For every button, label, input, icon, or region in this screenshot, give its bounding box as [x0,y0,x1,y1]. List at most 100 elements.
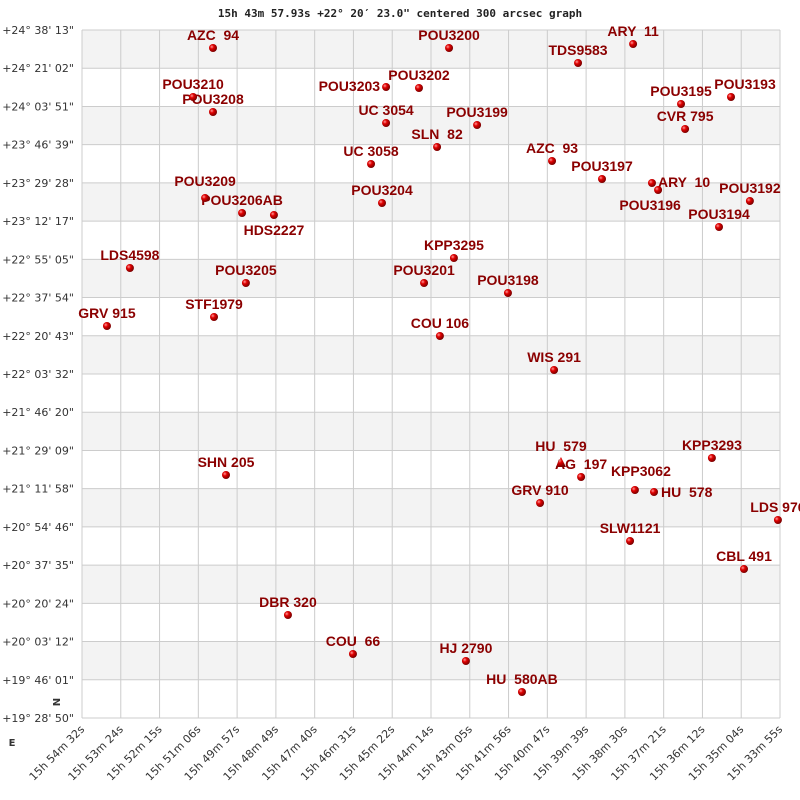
star-label: HJ 2790 [439,640,492,656]
star-label: AZC 94 [187,27,239,43]
star-marker[interactable] [222,470,231,479]
star-marker[interactable] [238,209,247,218]
star-label: HDS2227 [244,222,305,238]
star-marker[interactable] [367,160,376,169]
y-tick-label: +22° 20' 43" [2,330,74,343]
star-marker[interactable] [626,536,635,545]
star-label: HU 579 [535,438,587,454]
star-marker[interactable] [577,472,586,481]
star-marker[interactable] [210,312,219,321]
star-label: POU3206AB [201,192,283,208]
star-label: POU3204 [351,182,413,198]
star-marker[interactable] [681,125,690,134]
star-marker[interactable] [715,222,724,231]
star-label: ARY 10 [658,174,710,190]
star-marker[interactable] [209,107,218,116]
star-marker[interactable] [445,44,454,53]
star-marker[interactable] [574,59,583,68]
star-label: POU3200 [418,27,480,43]
y-tick-label: +20° 03' 12" [2,636,74,649]
star-label: WIS 291 [527,349,581,365]
north-mark: N [52,698,63,706]
y-tick-label: +23° 29' 28" [2,177,74,190]
star-label: SLN 82 [411,126,463,142]
star-label: SHN 205 [198,454,255,470]
star-marker[interactable] [125,263,134,272]
star-marker[interactable] [630,485,639,494]
star-marker[interactable] [650,487,659,496]
star-marker[interactable] [727,92,736,101]
star-label: POU3209 [174,173,236,189]
star-marker[interactable] [550,366,559,375]
star-label: GRV 915 [78,305,136,321]
star-marker[interactable] [382,119,391,128]
star-marker[interactable] [536,498,545,507]
star-marker-triangle[interactable] [555,456,566,467]
star-marker[interactable] [283,610,292,619]
star-marker[interactable] [548,157,557,166]
star-marker[interactable] [102,321,111,330]
y-tick-label: +22° 37' 54" [2,292,74,305]
star-label: COU 66 [326,633,381,649]
star-marker[interactable] [414,84,423,93]
y-tick-label: +21° 29' 09" [2,444,74,457]
y-tick-label: +20° 54' 46" [2,521,74,534]
y-tick-label: +22° 55' 05" [2,253,74,266]
star-marker[interactable] [435,331,444,340]
y-tick-label: +20° 20' 24" [2,597,74,610]
star-marker[interactable] [348,649,357,658]
star-label: AZC 93 [526,140,578,156]
star-marker[interactable] [598,175,607,184]
y-tick-label: +19° 46' 01" [2,674,74,687]
star-marker[interactable] [420,278,429,287]
star-marker[interactable] [269,211,278,220]
star-marker[interactable] [241,278,250,287]
star-label: POU3199 [446,104,508,120]
star-label: LDS 976 [750,499,800,515]
star-marker[interactable] [209,44,218,53]
east-mark: E [9,738,16,749]
star-marker[interactable] [382,83,391,92]
grid-lines [81,29,781,719]
star-marker[interactable] [745,197,754,206]
y-axis-ticks: +24° 38' 13" +24° 21' 02" +24° 03' 51" +23°… [2,24,74,725]
star-label: TDS9583 [548,42,607,58]
star-label: UC 3054 [358,102,413,118]
y-tick-label: +21° 11' 58" [2,483,74,496]
star-marker[interactable] [517,687,526,696]
star-marker[interactable] [654,185,663,194]
star-label: POU3197 [571,158,633,174]
y-tick-label: +20° 37' 35" [2,559,74,572]
y-tick-label: +24° 21' 02" [2,62,74,75]
star-marker[interactable] [647,179,656,188]
star-marker[interactable] [740,564,749,573]
star-marker[interactable] [378,199,387,208]
chart-title: 15h 43m 57.93s +22° 20′ 23.0" centered 3… [218,7,582,20]
star-label: KPP3295 [424,237,484,253]
star-label: POU3192 [719,180,781,196]
star-marker[interactable] [773,515,782,524]
star-marker[interactable] [461,656,470,665]
star-label: POU3205 [215,262,277,278]
star-marker[interactable] [677,100,686,109]
star-marker[interactable] [629,40,638,49]
star-marker[interactable] [449,254,458,263]
star-marker[interactable] [189,92,198,101]
star-marker[interactable] [707,453,716,462]
star-marker[interactable] [473,121,482,130]
star-marker[interactable] [503,289,512,298]
star-marker[interactable] [201,194,210,203]
star-label: CBL 491 [716,548,772,564]
star-label: POU3202 [388,67,450,83]
star-label: CVR 795 [657,108,714,124]
star-label: KPP3062 [611,463,671,479]
star-label: AG 197 [555,456,607,472]
star-label: POU3210 [162,76,224,92]
y-tick-label: +21° 46' 20" [2,406,74,419]
star-label: POU3203 [319,78,381,94]
star-marker[interactable] [433,142,442,151]
star-label: GRV 910 [511,482,569,498]
star-label: LDS4598 [100,247,159,263]
